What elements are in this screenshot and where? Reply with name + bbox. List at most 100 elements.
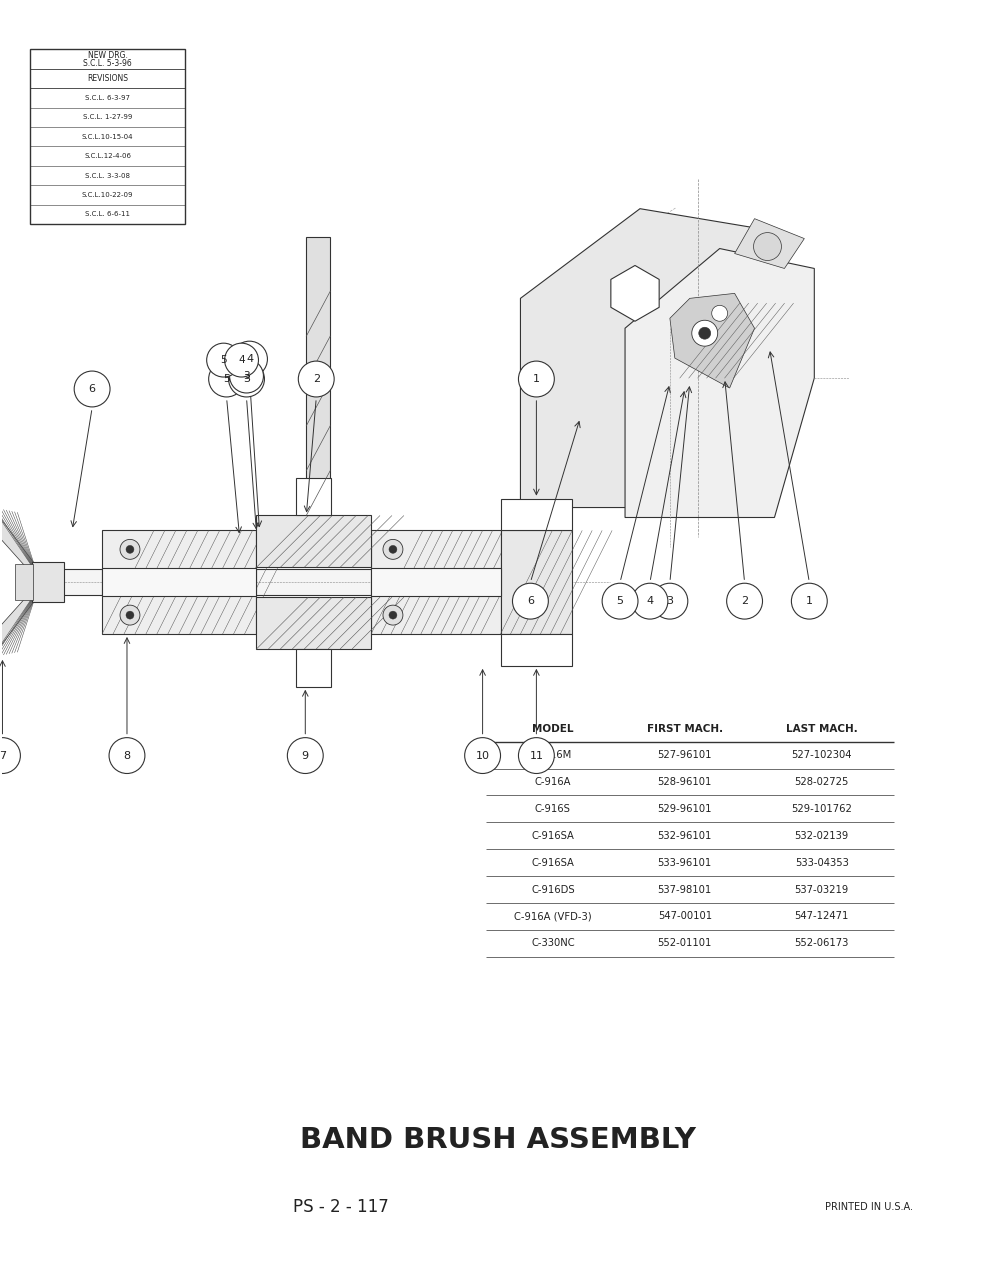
Circle shape: [601, 583, 637, 619]
Bar: [500, 530, 572, 634]
Bar: [296, 649, 331, 687]
Text: 4: 4: [246, 354, 252, 364]
Circle shape: [389, 546, 397, 553]
Bar: [371, 569, 500, 596]
Text: 11: 11: [529, 750, 543, 761]
Polygon shape: [0, 591, 43, 656]
Circle shape: [711, 305, 727, 322]
Text: MODEL: MODEL: [532, 723, 573, 734]
Text: 1: 1: [533, 375, 540, 384]
Circle shape: [229, 362, 264, 396]
Circle shape: [752, 233, 780, 260]
Text: 537-98101: 537-98101: [657, 884, 712, 894]
Circle shape: [726, 583, 761, 619]
Bar: [63, 569, 570, 595]
Circle shape: [75, 371, 110, 407]
Text: 528-96101: 528-96101: [657, 777, 712, 786]
Circle shape: [518, 362, 554, 396]
Text: 9: 9: [301, 750, 308, 761]
Text: 5: 5: [220, 355, 227, 366]
Text: 6: 6: [527, 596, 534, 606]
Bar: [500, 498, 572, 530]
Text: 1: 1: [805, 596, 812, 606]
Text: S.C.L. 3-3-08: S.C.L. 3-3-08: [84, 172, 130, 179]
Text: 533-04353: 533-04353: [794, 857, 848, 867]
Bar: [500, 634, 572, 665]
Text: 8: 8: [123, 750, 130, 761]
Text: 3: 3: [243, 371, 249, 381]
Circle shape: [698, 327, 710, 340]
Text: C-916M: C-916M: [533, 750, 572, 761]
Circle shape: [631, 583, 667, 619]
Circle shape: [691, 320, 717, 346]
Circle shape: [464, 737, 500, 773]
Text: 547-00101: 547-00101: [657, 911, 711, 921]
Text: 527-96101: 527-96101: [657, 750, 712, 761]
Text: 7: 7: [0, 750, 6, 761]
Text: 537-03219: 537-03219: [794, 884, 848, 894]
Text: S.C.L.10-15-04: S.C.L.10-15-04: [82, 134, 133, 140]
Text: C-330NC: C-330NC: [531, 938, 575, 949]
Circle shape: [120, 539, 140, 560]
Text: C-916SA: C-916SA: [531, 857, 574, 867]
Text: 6: 6: [88, 384, 95, 394]
Circle shape: [109, 737, 145, 773]
Circle shape: [120, 605, 140, 625]
Text: 5: 5: [223, 375, 230, 384]
Circle shape: [651, 583, 687, 619]
Text: 552-06173: 552-06173: [794, 938, 848, 949]
Text: C-916DS: C-916DS: [531, 884, 575, 894]
Text: 528-02725: 528-02725: [794, 777, 848, 786]
Text: 532-96101: 532-96101: [657, 830, 712, 840]
Circle shape: [230, 359, 263, 393]
Circle shape: [126, 611, 134, 619]
Circle shape: [287, 737, 323, 773]
Text: FIRST MACH.: FIRST MACH.: [646, 723, 723, 734]
Text: S.C.L.10-22-09: S.C.L.10-22-09: [82, 192, 133, 198]
Text: 3: 3: [666, 596, 673, 606]
Text: 532-02139: 532-02139: [794, 830, 848, 840]
Circle shape: [298, 362, 334, 396]
Circle shape: [528, 595, 544, 610]
Polygon shape: [610, 265, 658, 322]
Text: 547-12471: 547-12471: [794, 911, 848, 921]
Bar: [33, 562, 65, 602]
Text: S.C.L. 5-3-96: S.C.L. 5-3-96: [83, 59, 132, 68]
Polygon shape: [624, 248, 813, 517]
Text: 5: 5: [616, 596, 623, 606]
Circle shape: [790, 583, 826, 619]
Text: PS - 2 - 117: PS - 2 - 117: [293, 1198, 389, 1216]
Text: 10: 10: [475, 750, 489, 761]
Bar: [256, 516, 371, 568]
Circle shape: [207, 344, 241, 377]
Text: S.C.L. 6-3-97: S.C.L. 6-3-97: [84, 95, 130, 100]
Text: C-916A: C-916A: [534, 777, 571, 786]
Bar: [306, 237, 330, 516]
Text: S.C.L. 1-27-99: S.C.L. 1-27-99: [83, 115, 132, 120]
Bar: [102, 569, 256, 596]
Bar: [296, 477, 331, 516]
Text: 552-01101: 552-01101: [657, 938, 712, 949]
Circle shape: [225, 344, 258, 377]
Bar: [31, 49, 185, 224]
Text: S.C.L. 6-6-11: S.C.L. 6-6-11: [84, 211, 130, 218]
Polygon shape: [0, 507, 43, 574]
Circle shape: [512, 583, 548, 619]
Circle shape: [209, 362, 245, 396]
Text: LAST MACH.: LAST MACH.: [785, 723, 857, 734]
Text: C-916S: C-916S: [535, 804, 571, 813]
Text: NEW DRG.: NEW DRG.: [87, 50, 127, 59]
Circle shape: [232, 341, 267, 377]
Circle shape: [126, 546, 134, 553]
Text: 2: 2: [312, 375, 319, 384]
Bar: [102, 530, 256, 634]
Text: BAND BRUSH ASSEMBLY: BAND BRUSH ASSEMBLY: [299, 1126, 695, 1154]
Polygon shape: [734, 219, 803, 269]
Text: 529-101762: 529-101762: [790, 804, 851, 813]
Bar: [256, 597, 371, 649]
Bar: [15, 564, 34, 600]
Bar: [371, 530, 500, 634]
Text: C-916SA: C-916SA: [531, 830, 574, 840]
Polygon shape: [669, 293, 753, 387]
Text: C-916A (VFD-3): C-916A (VFD-3): [514, 911, 591, 921]
